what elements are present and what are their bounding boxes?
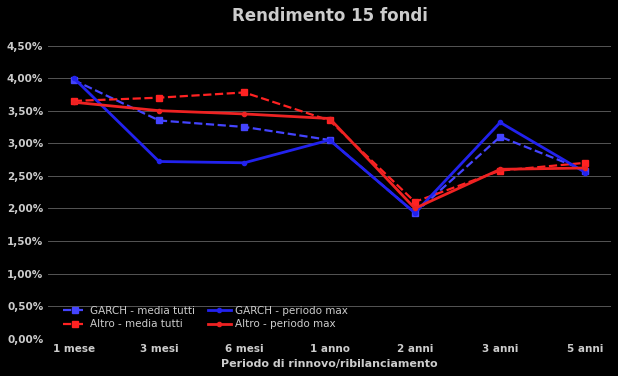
Altro - periodo max xyxy=(240,112,248,116)
GARCH - media tutti xyxy=(496,135,504,139)
Altro - periodo max xyxy=(155,108,163,113)
Altro - periodo max xyxy=(496,167,504,171)
Altro - media tutti xyxy=(582,161,589,165)
Altro - media tutti xyxy=(326,118,333,123)
GARCH - periodo max xyxy=(496,120,504,125)
Line: Altro - periodo max: Altro - periodo max xyxy=(72,100,588,211)
Legend: GARCH - media tutti, Altro - media tutti, GARCH - periodo max, Altro - periodo m: GARCH - media tutti, Altro - media tutti… xyxy=(59,302,352,334)
GARCH - media tutti xyxy=(240,125,248,129)
GARCH - media tutti xyxy=(411,211,418,215)
GARCH - media tutti xyxy=(582,168,589,173)
GARCH - media tutti xyxy=(155,118,163,123)
Altro - media tutti xyxy=(70,99,77,103)
Title: Rendimento 15 fondi: Rendimento 15 fondi xyxy=(232,7,428,25)
Altro - periodo max xyxy=(411,206,418,211)
GARCH - media tutti xyxy=(70,78,77,82)
Line: GARCH - periodo max: GARCH - periodo max xyxy=(72,76,588,215)
GARCH - periodo max xyxy=(411,211,418,215)
GARCH - periodo max xyxy=(240,161,248,165)
GARCH - periodo max xyxy=(582,170,589,175)
Line: Altro - media tutti: Altro - media tutti xyxy=(71,89,588,205)
Altro - media tutti xyxy=(240,90,248,95)
Altro - media tutti xyxy=(155,96,163,100)
Altro - periodo max xyxy=(326,116,333,121)
Altro - periodo max xyxy=(70,100,77,105)
Altro - periodo max xyxy=(582,166,589,170)
Line: GARCH - media tutti: GARCH - media tutti xyxy=(71,77,588,216)
Altro - media tutti xyxy=(411,200,418,204)
Altro - media tutti xyxy=(496,168,504,173)
GARCH - periodo max xyxy=(155,159,163,164)
GARCH - periodo max xyxy=(326,138,333,142)
GARCH - periodo max xyxy=(70,76,77,80)
GARCH - media tutti xyxy=(326,138,333,142)
X-axis label: Periodo di rinnovo/ribilanciamento: Periodo di rinnovo/ribilanciamento xyxy=(221,359,438,369)
